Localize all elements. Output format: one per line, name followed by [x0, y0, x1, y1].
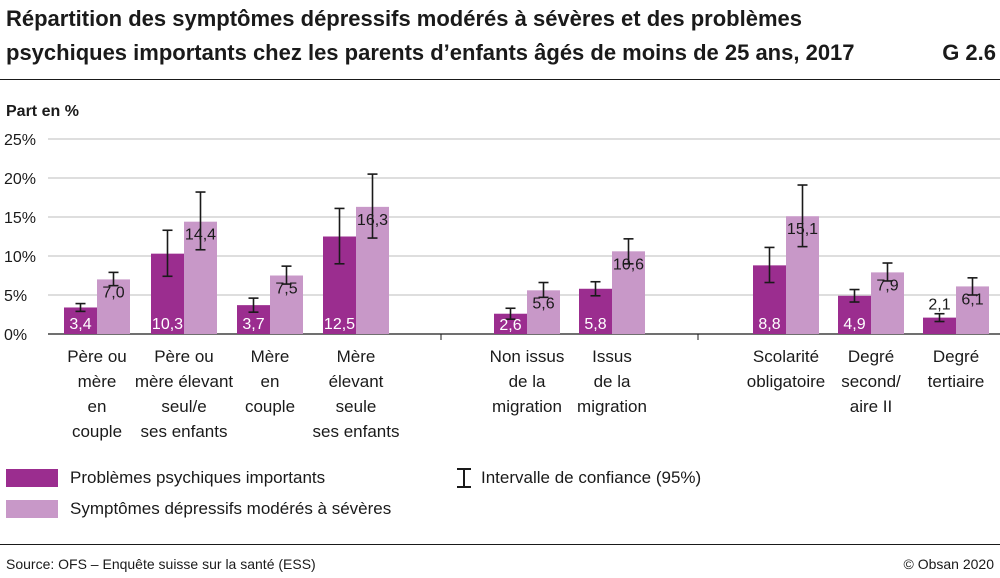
y-tick-label: 20%: [4, 171, 36, 188]
legend-swatch-series1: [6, 469, 58, 487]
legend-label-series1: Problèmes psychiques importants: [70, 468, 326, 487]
x-tick-label: second/: [841, 372, 901, 391]
legend-item-series1: Problèmes psychiques importants: [6, 468, 325, 488]
x-tick-label: Issus: [592, 347, 632, 366]
x-tick-label: mère élevant: [135, 372, 234, 391]
data-label: 5,6: [532, 295, 554, 312]
title-line-2: psychiques importants chez les parents d…: [6, 40, 855, 65]
data-label: 8,8: [758, 316, 780, 333]
data-label: 3,7: [242, 316, 264, 333]
data-label: 10,3: [152, 316, 183, 333]
bar: [612, 251, 645, 334]
x-tick-label: ses enfants: [141, 422, 228, 441]
x-tick-label: Scolarité: [753, 347, 819, 366]
bar: [270, 275, 303, 334]
x-tick-label: en: [88, 397, 107, 416]
data-label: 10,6: [613, 256, 644, 273]
x-tick-label: Degré: [848, 347, 894, 366]
confidence-interval-icon: [457, 467, 471, 489]
data-label: 7,5: [275, 281, 297, 298]
x-tick-label: obligatoire: [747, 372, 825, 391]
x-tick-label: mère: [78, 372, 117, 391]
data-label: 2,6: [499, 317, 521, 334]
bar: [923, 317, 956, 334]
x-tick-label: Mère: [251, 347, 290, 366]
legend-label-ci: Intervalle de confiance (95%): [481, 468, 702, 487]
copyright: © Obsan 2020: [903, 556, 995, 572]
data-label: 12,5: [324, 316, 355, 333]
x-tick-label: migration: [577, 397, 647, 416]
legend-item-series2: Symptômes dépressifs modérés à sévères: [6, 499, 391, 519]
source-note: Source: OFS – Enquête suisse sur la sant…: [6, 556, 316, 572]
legend: Problèmes psychiques importants Symptôme…: [0, 462, 1000, 532]
x-tick-label: de la: [509, 372, 546, 391]
y-tick-label: 0%: [4, 327, 27, 344]
data-label: 15,1: [787, 221, 818, 238]
x-tick-label: en: [261, 372, 280, 391]
data-label: 14,4: [185, 227, 216, 244]
x-tick-label: ses enfants: [313, 422, 400, 441]
x-tick-label: Père ou: [154, 347, 214, 366]
legend-label-series2: Symptômes dépressifs modérés à sévères: [70, 499, 392, 518]
data-label: 3,4: [69, 316, 91, 333]
y-tick-label: 5%: [4, 288, 27, 305]
data-label: 6,1: [961, 291, 983, 308]
chart-title: Répartition des symptômes dépressifs mod…: [6, 2, 996, 70]
x-tick-label: Père ou: [67, 347, 127, 366]
x-tick-label: Mère: [337, 347, 376, 366]
x-tick-label: Degré: [933, 347, 979, 366]
data-label: 5,8: [584, 316, 606, 333]
figure-id: G 2.6: [942, 40, 996, 65]
data-label: 7,9: [876, 277, 898, 294]
data-label: 4,9: [843, 316, 865, 333]
footer-rule: [0, 544, 1000, 545]
legend-item-ci: Intervalle de confiance (95%): [457, 467, 701, 489]
x-tick-label: de la: [594, 372, 631, 391]
x-tick-label: élevant: [329, 372, 384, 391]
data-label: 2,1: [928, 297, 950, 314]
y-tick-label: 10%: [4, 249, 36, 266]
bar: [97, 279, 130, 334]
x-tick-label: migration: [492, 397, 562, 416]
x-tick-label: couple: [245, 397, 295, 416]
data-label: 7,0: [102, 284, 124, 301]
x-tick-label: Non issus: [490, 347, 565, 366]
y-tick-label: 15%: [4, 210, 36, 227]
x-tick-label: seul/e: [161, 397, 206, 416]
bar-chart: 0% 5% 10% 15% 20% 25% 3,4 7,0 Père ou mère en coupl…: [4, 132, 1000, 441]
x-tick-label: couple: [72, 422, 122, 441]
x-tick-label: tertiaire: [928, 372, 985, 391]
title-line-1: Répartition des symptômes dépressifs mod…: [6, 6, 802, 31]
legend-swatch-series2: [6, 500, 58, 518]
y-axis-label: Part en %: [6, 103, 79, 120]
title-rule: [0, 79, 1000, 80]
x-tick-label: aire II: [850, 397, 893, 416]
bar: [494, 313, 527, 334]
y-tick-label: 25%: [4, 132, 36, 149]
bar: [871, 272, 904, 334]
data-label: 16,3: [357, 212, 388, 229]
x-tick-label: seule: [336, 397, 377, 416]
